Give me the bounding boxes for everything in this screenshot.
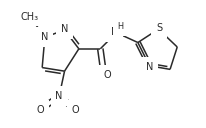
Text: N: N (111, 27, 118, 37)
Text: CH₃: CH₃ (21, 12, 39, 22)
Text: N: N (55, 91, 63, 101)
Text: H: H (117, 23, 123, 31)
Text: S: S (156, 23, 162, 33)
Text: N: N (61, 24, 68, 34)
Text: N: N (41, 32, 49, 42)
Text: N: N (146, 62, 153, 72)
Text: O: O (71, 105, 79, 115)
Text: O: O (37, 105, 44, 115)
Text: O: O (104, 70, 111, 80)
